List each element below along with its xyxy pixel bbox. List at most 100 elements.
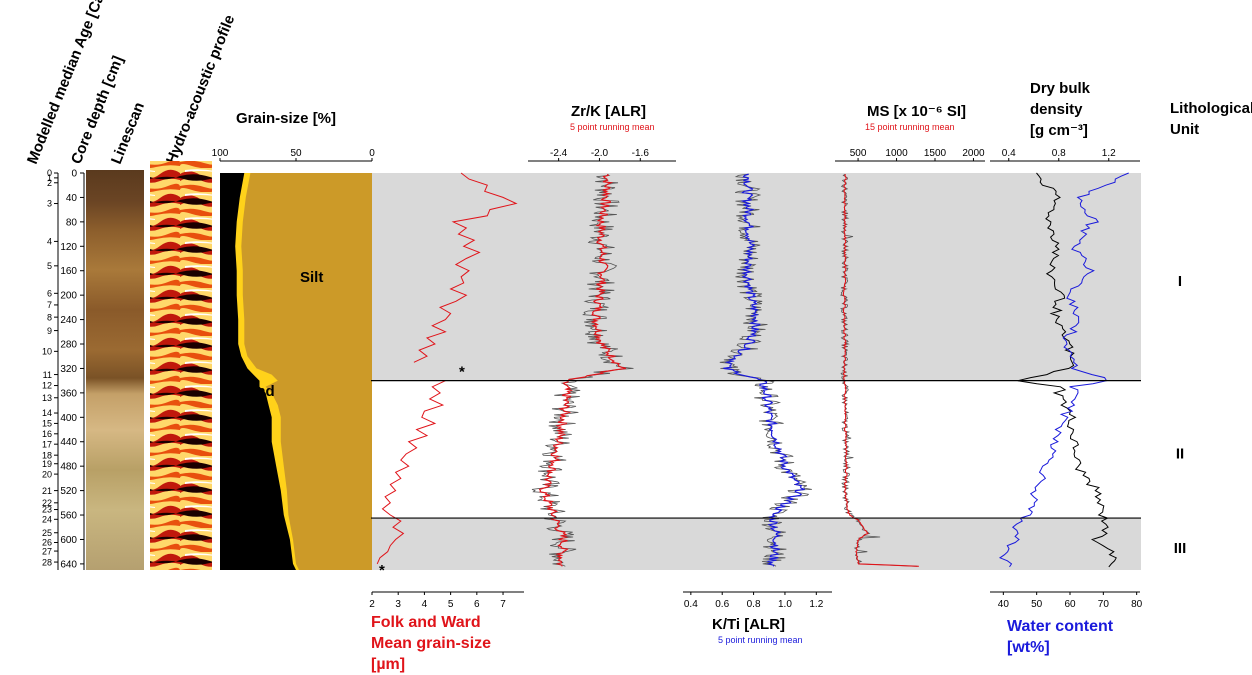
depth-tick-label: 120 bbox=[60, 242, 77, 253]
fw-tick-label: 5 bbox=[448, 599, 454, 610]
depth-tick-label: 160 bbox=[60, 266, 77, 277]
water-line bbox=[998, 172, 1129, 568]
age-tick-label: 22 bbox=[42, 498, 52, 508]
kti-panel: 0.4 0.6 0.8 1.0 1.2 bbox=[683, 173, 832, 610]
age-tick-label: 13 bbox=[42, 393, 52, 403]
hydro-header: Hydro-acoustic profile bbox=[163, 13, 238, 167]
ms-panel: 500 1000 1500 2000 bbox=[835, 148, 985, 567]
water-tick-label: 80 bbox=[1131, 599, 1143, 610]
fw-line-upper bbox=[413, 172, 518, 363]
age-tick-label: 21 bbox=[42, 486, 52, 496]
age-tick-label: 17 bbox=[42, 439, 52, 449]
zrk-tick-label: -2.4 bbox=[550, 148, 568, 159]
folk-ward-label-2: Mean grain-size bbox=[371, 635, 491, 652]
age-tick-label: 0 bbox=[47, 168, 52, 178]
zrk-subtitle: 5 point running mean bbox=[570, 122, 655, 132]
density-title-1: Dry bulk bbox=[1030, 80, 1091, 97]
unit-shade-III bbox=[371, 518, 1141, 570]
clay-area bbox=[220, 173, 296, 570]
water-tick-label: 50 bbox=[1031, 599, 1043, 610]
grain-tick-label: 0 bbox=[369, 148, 375, 159]
zrk-title: Zr/K [ALR] bbox=[571, 103, 646, 120]
grain-size-title: Grain-size [%] bbox=[236, 110, 336, 127]
density-water-panel: 0.4 0.8 1.2 40 50 60 70 80 bbox=[990, 148, 1143, 610]
density-tick-label: 1.2 bbox=[1102, 148, 1116, 159]
age-tick-label: 28 bbox=[42, 557, 52, 567]
ms-tick-label: 500 bbox=[850, 148, 867, 159]
kti-tick-label: 0.4 bbox=[684, 599, 698, 610]
lith-unit-II: II bbox=[1176, 445, 1184, 462]
age-tick-label: 25 bbox=[42, 528, 52, 538]
age-tick-label: 5 bbox=[47, 261, 52, 271]
depth-age-axis: 0408012016020024028032036040044048052056… bbox=[42, 168, 85, 570]
age-tick-label: 9 bbox=[47, 326, 52, 336]
depth-tick-label: 560 bbox=[60, 511, 77, 522]
age-tick-label: 1 bbox=[47, 173, 52, 183]
fw-tick-label: 2 bbox=[369, 599, 375, 610]
age-tick-label: 24 bbox=[42, 515, 52, 525]
folk-ward-panel: 2 3 4 5 6 7 * * bbox=[369, 172, 524, 610]
fw-tick-label: 7 bbox=[500, 599, 506, 610]
grain-size-panel: 100 50 0 Silt Sand Clay bbox=[212, 148, 375, 570]
lith-header-1: Lithological bbox=[1170, 100, 1252, 117]
zrk-panel: -2.4 -2.0 -1.6 bbox=[528, 148, 676, 567]
fw-tick-label: 4 bbox=[422, 599, 428, 610]
density-tick-label: 0.4 bbox=[1002, 148, 1016, 159]
age-tick-label: 16 bbox=[42, 429, 52, 439]
depth-tick-label: 640 bbox=[60, 559, 77, 570]
kti-mean-line bbox=[723, 173, 805, 567]
age-tick-label: 3 bbox=[47, 199, 52, 209]
depth-tick-label: 40 bbox=[66, 193, 78, 204]
fw-tick-label: 6 bbox=[474, 599, 480, 610]
lith-unit-III: III bbox=[1174, 540, 1187, 557]
kti-tick-label: 0.6 bbox=[715, 599, 729, 610]
zrk-tick-label: -1.6 bbox=[632, 148, 650, 159]
depth-tick-label: 520 bbox=[60, 486, 77, 497]
depth-tick-label: 320 bbox=[60, 364, 77, 375]
grain-tick-label: 100 bbox=[212, 148, 229, 159]
folk-ward-label-1: Folk and Ward bbox=[371, 614, 481, 631]
fw-line-lower bbox=[376, 380, 446, 565]
water-tick-label: 60 bbox=[1064, 599, 1076, 610]
ms-tick-label: 1500 bbox=[924, 148, 947, 159]
depth-tick-label: 360 bbox=[60, 388, 77, 399]
depth-tick-label: 600 bbox=[60, 535, 77, 546]
zrk-tick-label: -2.0 bbox=[591, 148, 609, 159]
age-tick-label: 18 bbox=[42, 450, 52, 460]
water-tick-label: 40 bbox=[998, 599, 1010, 610]
age-tick-label: 4 bbox=[47, 237, 52, 247]
linescan-header: Linescan bbox=[108, 100, 148, 167]
linescan-core-image bbox=[86, 170, 144, 570]
age-tick-label: 12 bbox=[42, 381, 52, 391]
ms-mean-line bbox=[842, 173, 919, 567]
age-tick-label: 20 bbox=[42, 469, 52, 479]
depth-tick-label: 400 bbox=[60, 413, 77, 424]
kti-label: K/Ti [ALR] bbox=[712, 616, 785, 633]
lith-unit-I: I bbox=[1178, 273, 1182, 290]
depth-tick-label: 240 bbox=[60, 315, 77, 326]
unit-shade-I bbox=[371, 173, 1141, 381]
age-tick-label: 8 bbox=[47, 312, 52, 322]
ms-subtitle: 15 point running mean bbox=[865, 122, 955, 132]
kti-subtitle: 5 point running mean bbox=[718, 635, 803, 645]
depth-tick-label: 80 bbox=[66, 217, 78, 228]
water-label-1: Water content bbox=[1007, 618, 1114, 635]
depth-tick-label: 200 bbox=[60, 291, 77, 302]
zrk-mean-line bbox=[538, 173, 627, 567]
clay-label: Clay bbox=[226, 479, 258, 496]
age-tick-label: 27 bbox=[42, 546, 52, 556]
age-tick-label: 10 bbox=[42, 347, 52, 357]
depth-tick-label: 480 bbox=[60, 462, 77, 473]
silt-label: Silt bbox=[300, 269, 323, 286]
kti-tick-label: 1.2 bbox=[809, 599, 823, 610]
folk-ward-label-3: [µm] bbox=[371, 656, 405, 673]
density-tick-label: 0.8 bbox=[1052, 148, 1066, 159]
fw-asterisk-2: * bbox=[379, 562, 385, 579]
unit-shading bbox=[371, 173, 1141, 570]
age-tick-label: 7 bbox=[47, 300, 52, 310]
age-tick-label: 2 bbox=[47, 178, 52, 188]
hydro-acoustic-profile-image bbox=[150, 161, 212, 570]
grain-tick-label: 50 bbox=[290, 148, 302, 159]
age-tick-label: 6 bbox=[47, 289, 52, 299]
